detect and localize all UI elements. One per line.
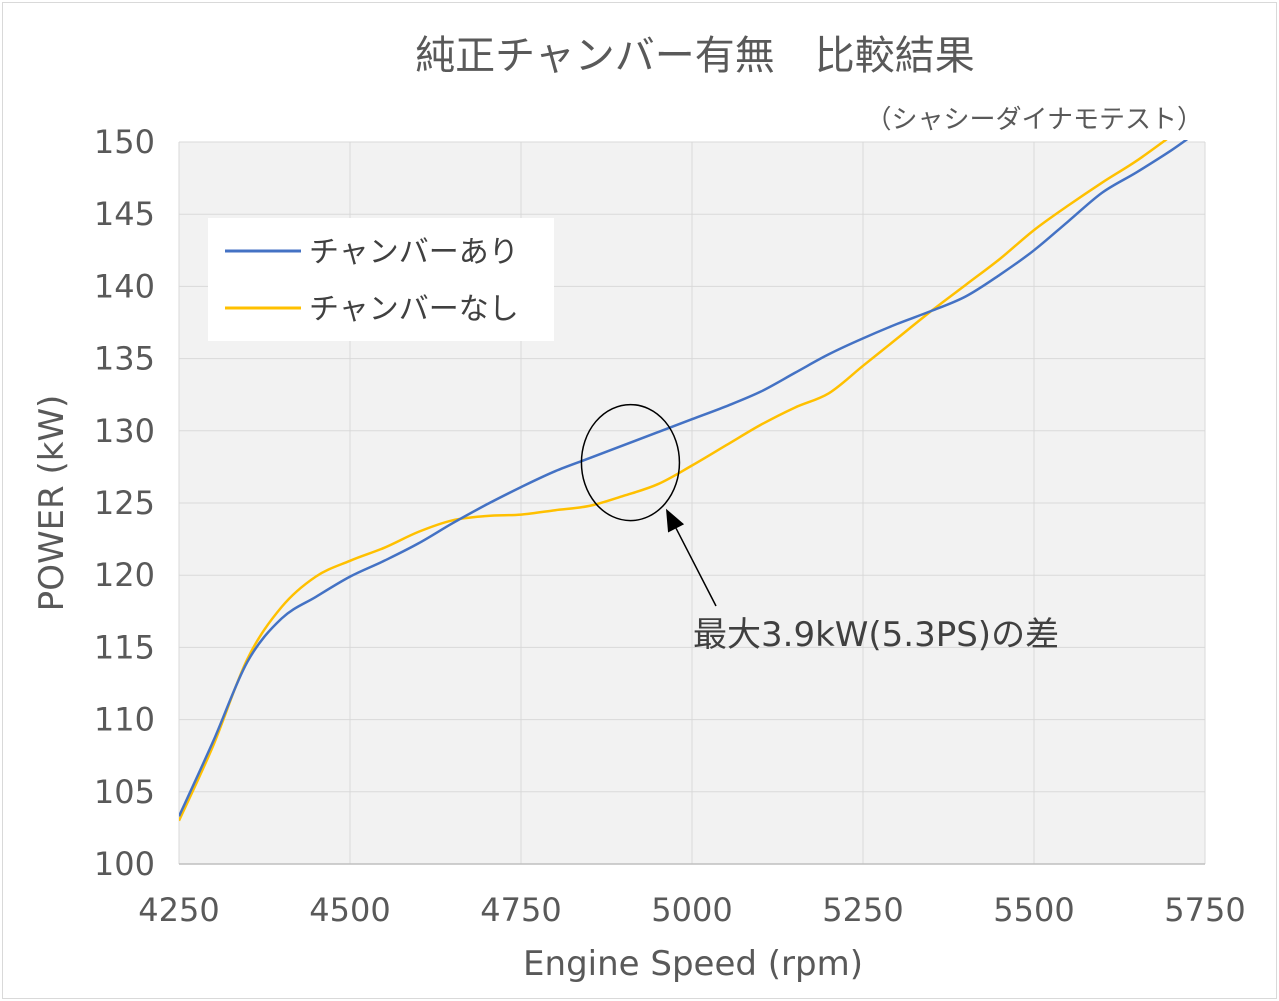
series-line-2 xyxy=(179,140,1168,822)
y-tick-label: 150 xyxy=(94,123,155,161)
y-tick-label: 115 xyxy=(94,628,155,666)
x-tick-label: 4250 xyxy=(138,891,219,929)
x-tick-label: 5250 xyxy=(822,891,903,929)
y-axis-label: POWER (kW) xyxy=(32,395,72,612)
y-tick-label: 120 xyxy=(94,556,155,594)
x-tick-label: 5750 xyxy=(1164,891,1245,929)
y-tick-label: 140 xyxy=(94,267,155,305)
chart-svg: 純正チャンバー有無 比較結果 （シャシーダイナモテスト） 150 145 140 13… xyxy=(32,33,1246,984)
x-axis-ticks: 4250 4500 4750 5000 5250 5500 5750 xyxy=(138,891,1245,929)
x-tick-label: 5000 xyxy=(651,891,732,929)
legend-box xyxy=(208,218,554,341)
x-tick-label: 5500 xyxy=(993,891,1074,929)
legend-label-series-2: チャンバーなし xyxy=(309,292,519,327)
annotation-arrowhead xyxy=(666,508,685,533)
chart-subtitle: （シャシーダイナモテスト） xyxy=(866,105,1203,135)
y-tick-label: 110 xyxy=(94,701,155,739)
legend-label-series-1: チャンバーあり xyxy=(309,235,519,270)
annotation-ellipse xyxy=(580,403,681,522)
legend: チャンバーあり チャンバーなし xyxy=(208,218,554,341)
y-axis-ticks: 150 145 140 135 130 125 120 115 110 105 100 xyxy=(94,123,155,883)
x-axis-label: Engine Speed (rpm) xyxy=(523,944,863,984)
x-tick-label: 4750 xyxy=(480,891,561,929)
x-tick-label: 4500 xyxy=(309,891,390,929)
y-tick-label: 130 xyxy=(94,412,155,450)
y-tick-label: 145 xyxy=(94,195,155,233)
annotation-arrow xyxy=(675,527,717,607)
annotation: 最大3.9kW(5.3PS)の差 xyxy=(580,403,1059,655)
y-tick-label: 135 xyxy=(94,340,155,378)
y-tick-label: 125 xyxy=(94,484,155,522)
y-tick-label: 100 xyxy=(94,845,155,883)
series-line-1 xyxy=(179,140,1189,817)
y-tick-label: 105 xyxy=(94,773,155,811)
annotation-label: 最大3.9kW(5.3PS)の差 xyxy=(693,615,1059,655)
series-lines xyxy=(179,140,1189,822)
chart-title: 純正チャンバー有無 比較結果 xyxy=(415,33,975,79)
